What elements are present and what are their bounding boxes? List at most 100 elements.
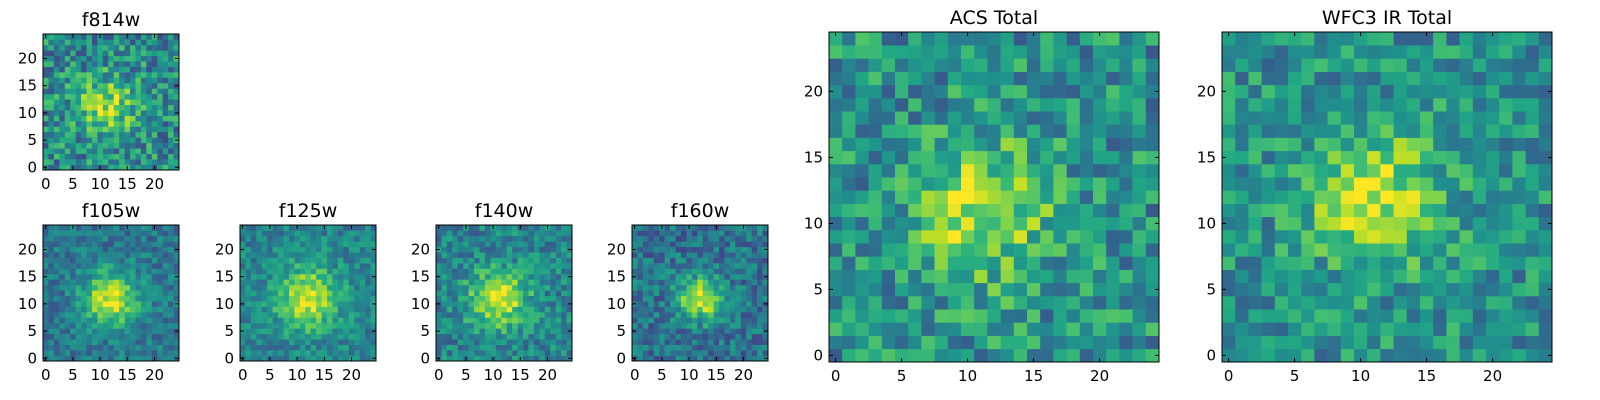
heatmap-cell — [113, 322, 120, 329]
heatmap-cell — [240, 339, 246, 345]
heatmap-cell — [365, 344, 371, 351]
x-tick-label: 20 — [145, 175, 164, 193]
heatmap-cell — [283, 295, 290, 302]
heatmap-cell — [119, 55, 125, 62]
heatmap-cell — [1314, 150, 1328, 165]
heatmap-cell — [1446, 98, 1460, 112]
heatmap-cell — [719, 230, 725, 237]
heatmap-cell — [539, 252, 546, 258]
heatmap-cell — [1459, 322, 1474, 336]
heatmap-cell — [1000, 137, 1015, 152]
heatmap-cell — [550, 241, 556, 248]
heatmap-cell — [675, 344, 682, 351]
heatmap-cell — [267, 328, 273, 335]
heatmap-cell — [648, 252, 655, 258]
heatmap-cell — [146, 121, 153, 127]
heatmap-cell — [1393, 111, 1408, 125]
heatmap-cell — [135, 72, 142, 78]
heatmap-cell — [130, 137, 136, 144]
heatmap-cell — [256, 273, 263, 280]
heatmap-cell — [256, 355, 263, 362]
heatmap-cell — [97, 110, 104, 116]
heatmap-cell — [441, 295, 448, 302]
heatmap-cell — [75, 88, 82, 95]
heatmap-cell — [1106, 98, 1120, 112]
heatmap-cell — [908, 111, 922, 125]
heatmap-cell — [140, 115, 147, 122]
heatmap-cell — [746, 339, 752, 345]
heatmap-cell — [140, 328, 147, 335]
heatmap-cell — [1013, 124, 1028, 138]
heatmap-cell — [463, 279, 469, 286]
heatmap-cell — [664, 263, 671, 269]
heatmap-cell — [113, 252, 120, 258]
heatmap-cell — [1314, 164, 1328, 178]
heatmap-cell — [332, 268, 339, 275]
heatmap-cell — [533, 268, 540, 275]
heatmap-cell — [162, 72, 169, 78]
heatmap-cell — [48, 273, 55, 280]
x-tick-label: 0 — [238, 366, 248, 384]
x-tick-label: 5 — [68, 175, 78, 193]
heatmap-cell — [86, 55, 93, 62]
heatmap-cell — [895, 190, 909, 204]
heatmap-cell — [1040, 348, 1054, 363]
heatmap-cell — [934, 216, 949, 231]
heatmap-cell — [1538, 216, 1553, 231]
heatmap-cell — [490, 257, 497, 264]
heatmap-cell — [1248, 84, 1262, 99]
heatmap-cell — [86, 268, 93, 275]
heatmap-cell — [48, 246, 55, 253]
heatmap-cell — [566, 322, 573, 329]
heatmap-cell — [168, 44, 174, 51]
heatmap-cell — [659, 295, 665, 302]
heatmap-cell — [1274, 243, 1289, 257]
heatmap-cell — [506, 235, 513, 242]
heatmap-cell — [1525, 230, 1540, 244]
heatmap-cell — [1486, 348, 1500, 363]
heatmap-cell — [947, 98, 962, 112]
heatmap-cell — [533, 306, 540, 313]
heatmap-cell — [272, 322, 279, 329]
heatmap-cell — [746, 344, 752, 351]
heatmap-cell — [124, 322, 131, 329]
heatmap-cell — [250, 279, 257, 286]
heatmap-cell — [108, 153, 115, 160]
heatmap-cell — [708, 268, 714, 275]
heatmap-cell — [64, 110, 71, 116]
heatmap-cell — [1079, 282, 1094, 297]
heatmap-cell — [119, 153, 125, 160]
heatmap-cell — [135, 131, 142, 138]
heatmap-cell — [250, 339, 257, 345]
heatmap-cell — [729, 339, 736, 345]
heatmap-cell — [533, 301, 540, 307]
heatmap-cell — [947, 203, 962, 218]
heatmap-cell — [921, 45, 935, 59]
heatmap-cell — [484, 268, 491, 275]
heatmap-cell — [528, 290, 535, 297]
heatmap-cell — [642, 344, 649, 351]
heatmap-cell — [1525, 309, 1540, 323]
heatmap-cell — [561, 312, 567, 318]
heatmap-cell — [343, 241, 350, 248]
heatmap-cell — [162, 322, 169, 329]
heatmap-cell — [637, 263, 644, 269]
heatmap-cell — [1235, 150, 1249, 165]
heatmap-cell — [528, 322, 535, 329]
heatmap-cell — [1367, 150, 1381, 165]
heatmap-cell — [119, 34, 125, 40]
heatmap-cell — [250, 252, 257, 258]
heatmap-cell — [637, 268, 644, 275]
heatmap-cell — [653, 317, 660, 324]
heatmap-cell — [648, 235, 655, 242]
heatmap-cell — [370, 344, 377, 351]
heatmap-cell — [708, 301, 714, 307]
heatmap-cell — [48, 44, 55, 51]
heatmap-cell — [1340, 32, 1355, 46]
heatmap-cell — [157, 121, 163, 127]
heatmap-cell — [533, 344, 540, 351]
heatmap-cell — [354, 241, 360, 248]
heatmap-cell — [124, 61, 131, 67]
heatmap-cell — [702, 306, 709, 313]
heatmap-cell — [124, 279, 131, 286]
